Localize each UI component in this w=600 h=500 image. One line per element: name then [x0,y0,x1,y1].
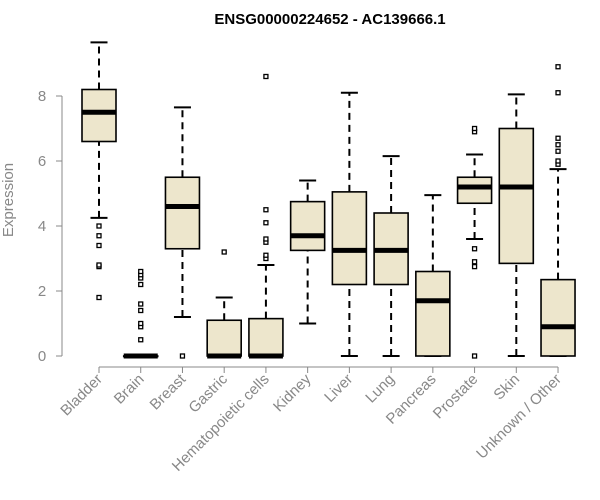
box-group [373,155,409,357]
outlier-point [138,307,144,314]
y-axis: 0 2 4 6 8 [38,88,63,365]
outlier-point [555,158,561,164]
iqr-box [540,278,576,357]
outlier-point [471,246,478,252]
iqr-box [81,88,117,143]
outlier-point [263,220,269,226]
outlier-point [221,249,227,255]
iqr-box [206,319,242,357]
x-tick-label: Lung [362,371,398,407]
x-tick-label: Prostate [430,371,482,423]
x-tick-label: Liver [321,371,356,406]
iqr-box [498,127,535,265]
outlier-point [555,64,561,70]
box-group [456,125,493,359]
outlier-point [263,73,269,80]
outlier-point [555,90,561,96]
outlier-point [471,125,478,132]
iqr-box [456,176,493,205]
iqr-box [289,200,326,252]
box-group [415,194,451,357]
y-axis-label: Expression [0,163,17,237]
outlier-point [555,135,561,141]
outlier-point [96,294,102,301]
y-tick-label: 6 [38,153,46,170]
iqr-box [331,191,368,286]
x-tick-label: Brain [111,371,148,408]
outlier-point [555,148,561,154]
box-group [498,93,535,357]
outlier-point [138,337,144,343]
y-tick-label: 0 [38,348,46,365]
box-group [206,249,242,359]
box-group [248,73,284,359]
iqr-box [164,176,201,250]
box-group [122,268,159,359]
plot-area [81,41,576,359]
y-tick-label: 4 [38,218,46,235]
iqr-box [415,270,451,357]
x-tick-label: Kidney [270,370,315,415]
outlier-point [263,236,269,242]
outlier-point [138,320,144,327]
box-group [540,64,576,357]
outlier-point [138,268,144,275]
outlier-point [555,142,561,148]
outlier-point [96,262,102,268]
outlier-point [471,353,478,359]
x-tick-label: Bladder [57,371,106,420]
outlier-point [471,259,478,265]
x-tick-label: Skin [490,371,523,404]
outlier-point [179,353,186,359]
outlier-point [96,233,102,239]
outlier-point [138,281,144,288]
y-tick-label: 8 [38,88,46,105]
box-group [164,106,201,359]
x-tick-label: Breast [147,370,190,413]
outlier-point [96,223,102,229]
outlier-point [263,207,269,213]
y-tick-label: 2 [38,283,46,300]
box-group [289,179,326,325]
box-group [331,91,368,357]
box-group [81,41,117,301]
outlier-point [471,263,478,270]
outlier-point [96,242,102,249]
outlier-point [263,252,269,258]
chart-title: ENSG00000224652 - AC139666.1 [214,11,445,28]
iqr-box [248,317,284,357]
outlier-point [138,301,144,307]
